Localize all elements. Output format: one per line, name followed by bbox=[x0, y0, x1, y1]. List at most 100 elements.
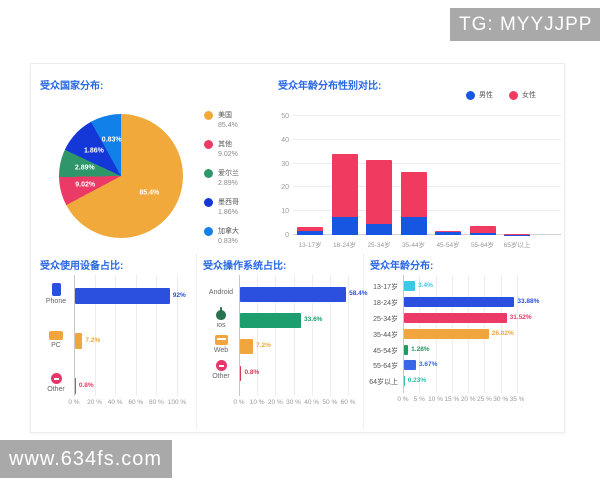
other-icon bbox=[50, 373, 62, 384]
gridline bbox=[275, 275, 277, 396]
bar-value-label: 92% bbox=[172, 292, 186, 299]
x-axis-label: 13-17岁 bbox=[298, 242, 322, 249]
female-bar-segment bbox=[469, 225, 496, 233]
male-bar-segment bbox=[366, 224, 392, 235]
legend-item[interactable]: 其他 9.02% bbox=[204, 139, 238, 158]
legend-swatch bbox=[204, 198, 213, 207]
gridline bbox=[403, 275, 404, 393]
y-axis-tick: 10 bbox=[281, 208, 289, 216]
age-plot: 0 % 5 % 10 % 15 % 20 % 25 % 30 % 35 % 3.4% 33.88%… bbox=[397, 275, 539, 403]
tg-contact-badge: TG: MYYJJPP bbox=[450, 8, 600, 41]
x-axis-tick: 25 % bbox=[477, 396, 492, 403]
legend-item[interactable]: 男性 bbox=[466, 90, 493, 100]
legend-swatch bbox=[204, 111, 213, 120]
bar bbox=[404, 281, 416, 291]
y-axis-tick: 30 bbox=[281, 160, 289, 168]
x-axis-tick: 10 % bbox=[249, 399, 265, 406]
legend-text: 墨西哥 1.86% bbox=[218, 197, 239, 216]
panel-separator bbox=[196, 253, 197, 430]
legend-label: 其他 bbox=[218, 141, 232, 148]
pie-value-label: 2.89% bbox=[74, 164, 95, 172]
legend-text: 美国 85.4% bbox=[218, 110, 238, 129]
legend-text: 爱尔兰 2.89% bbox=[218, 168, 239, 187]
legend-value: 1.86% bbox=[218, 209, 238, 216]
watermark-badge: www.634fs.com bbox=[0, 440, 172, 478]
x-axis-label: 25-34岁 bbox=[367, 242, 391, 249]
row-label-text: PC bbox=[51, 342, 61, 349]
gridline bbox=[293, 234, 561, 235]
gridline bbox=[94, 275, 96, 396]
legend-item[interactable]: 美国 85.4% bbox=[204, 110, 238, 129]
row-label: Phone bbox=[38, 283, 74, 305]
gridline bbox=[293, 138, 561, 140]
x-axis-tick: 80 % bbox=[148, 399, 164, 406]
female-bar-segment bbox=[400, 171, 427, 218]
pie-value-label: 1.86% bbox=[84, 147, 104, 155]
legend-item[interactable]: 墨西哥 1.86% bbox=[204, 197, 239, 216]
x-axis-tick: 10 % bbox=[428, 396, 443, 403]
x-axis-tick: 0 % bbox=[68, 399, 80, 406]
legend-text: 加拿大 0.83% bbox=[218, 226, 239, 245]
x-axis-tick: 60 % bbox=[128, 399, 144, 406]
row-label-text: Web bbox=[213, 347, 229, 354]
row-label: Other bbox=[38, 373, 74, 393]
row-label: Web bbox=[200, 333, 242, 354]
x-axis-tick: 35 % bbox=[509, 396, 525, 403]
y-axis-tick: 20 bbox=[281, 184, 289, 192]
bar bbox=[75, 378, 76, 394]
x-axis-tick: 20 % bbox=[460, 396, 476, 403]
row-label: 13-17岁 bbox=[373, 283, 398, 291]
x-axis-tick: 5 % bbox=[413, 396, 425, 403]
device-plot: 0 % 20 % 40 % 60 % 80 % 100 % 92% 7.2% 0.8% bbox=[68, 275, 186, 406]
country-pie-chart: 85.4% 9.02% 2.89% 1.86% 0.83% bbox=[59, 114, 183, 238]
x-axis-tick: 20 % bbox=[267, 399, 283, 406]
gridline bbox=[156, 275, 158, 396]
os-labels: Android ios Web Other bbox=[200, 275, 242, 396]
row-label-text: Other bbox=[212, 373, 230, 380]
legend-swatch bbox=[466, 91, 475, 100]
gridline bbox=[239, 275, 240, 396]
female-bar-segment bbox=[435, 231, 461, 233]
x-axis-tick: 0 % bbox=[233, 399, 245, 406]
chart-title-country: 受众国家分布: bbox=[40, 81, 104, 92]
legend-swatch bbox=[204, 169, 213, 178]
row-label: PC bbox=[38, 328, 74, 349]
bar-value-label: 0.8% bbox=[244, 369, 260, 376]
x-axis-label: 55-64岁 bbox=[470, 242, 495, 249]
x-axis-tick: 40 % bbox=[304, 399, 320, 406]
bar bbox=[404, 345, 409, 355]
pc-icon bbox=[49, 331, 63, 340]
x-axis-label: 45-54岁 bbox=[436, 242, 460, 249]
legend-item[interactable]: 爱尔兰 2.89% bbox=[204, 168, 239, 187]
row-label: Android bbox=[200, 289, 242, 296]
gridline bbox=[135, 275, 137, 396]
pie-value-label: 9.02% bbox=[75, 181, 96, 189]
gridline bbox=[348, 275, 349, 396]
legend-item[interactable]: 女性 bbox=[509, 90, 536, 100]
country-pie-legend: 美国 85.4% 其他 9.02% 爱尔兰 2.89% 墨西哥 1.86% 加拿大 0.83% bbox=[204, 110, 268, 260]
male-bar-segment bbox=[435, 232, 461, 235]
bar-value-label: 0.23% bbox=[407, 377, 427, 384]
row-label: 35-44岁 bbox=[373, 331, 398, 339]
bar bbox=[240, 365, 242, 381]
male-bar-segment bbox=[469, 232, 496, 235]
female-bar-segment bbox=[331, 154, 358, 218]
os-plot: 0 % 10 % 20 % 30 % 40 % 50 % 60 % 58.4% 33.6% 7.2… bbox=[233, 275, 368, 406]
pie-value-label: 85.4% bbox=[139, 189, 160, 197]
x-axis-tick: 100 % bbox=[167, 399, 187, 406]
legend-swatch bbox=[509, 91, 518, 100]
chart-title-os: 受众操作系统占比: bbox=[203, 261, 287, 272]
bar-value-label: 7.2% bbox=[85, 337, 101, 344]
x-axis-tick: 30 % bbox=[286, 399, 301, 406]
x-axis-label: 35-44岁 bbox=[401, 242, 426, 249]
gridline bbox=[293, 210, 561, 212]
panel-separator bbox=[363, 253, 364, 430]
female-bar-segment bbox=[504, 233, 530, 235]
legend-item[interactable]: 加拿大 0.83% bbox=[204, 226, 239, 245]
legend-value: 0.83% bbox=[218, 238, 238, 245]
bar bbox=[240, 338, 254, 354]
legend-label: 墨西哥 bbox=[218, 199, 239, 206]
legend-label: 爱尔兰 bbox=[218, 170, 239, 177]
bar bbox=[404, 313, 507, 323]
bar-value-label: 31.52% bbox=[509, 314, 532, 321]
